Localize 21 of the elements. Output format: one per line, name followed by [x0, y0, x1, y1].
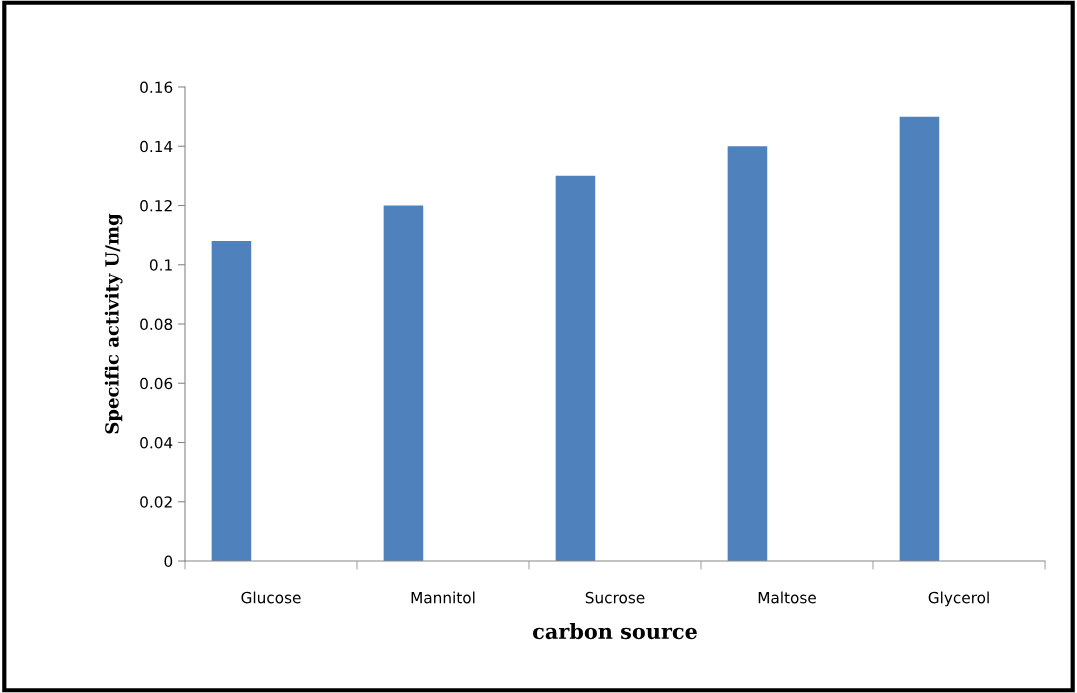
bar [383, 205, 424, 561]
y-axis-title: Specific activity U/mg [104, 213, 123, 434]
y-tick-label: 0.08 [140, 318, 173, 331]
y-tick-label: 0.1 [149, 259, 172, 271]
bar [211, 241, 252, 561]
y-tick-label: 0.06 [140, 377, 173, 390]
x-axis-title: carbon source [533, 623, 697, 640]
y-tick-label: 0.14 [140, 140, 173, 153]
x-tick-label: Sucrose [585, 591, 645, 604]
y-tick-label: 0.02 [140, 496, 172, 508]
y-tick-label: 0.04 [140, 436, 173, 449]
x-tick-label: Glycerol [928, 591, 989, 607]
y-tick-label: 0.12 [140, 199, 172, 212]
bar [555, 175, 596, 561]
y-tick-label: 0 [164, 555, 173, 568]
bar [727, 146, 768, 561]
bar [899, 116, 940, 561]
x-tick-label: Mannitol [411, 591, 475, 604]
x-tick-label: Maltose [758, 591, 816, 604]
x-tick-label: Glucose [241, 591, 301, 604]
y-tick-label: 0.16 [140, 81, 173, 94]
